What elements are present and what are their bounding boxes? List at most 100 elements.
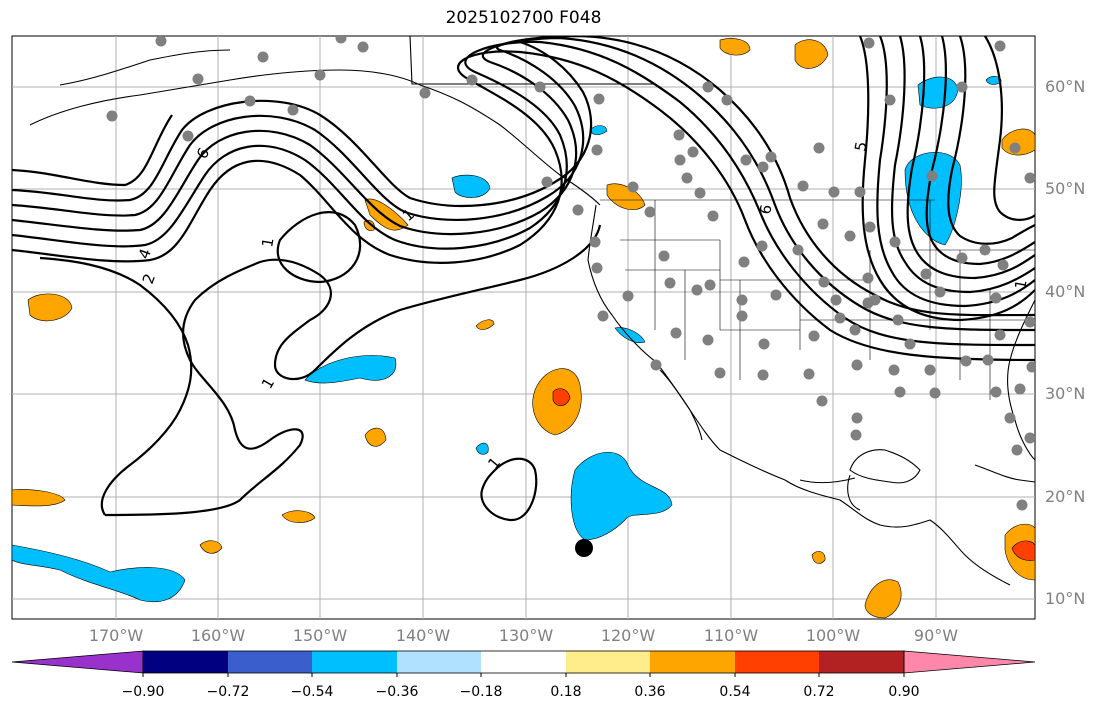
station-dot xyxy=(670,327,682,339)
negative-anomaly-area xyxy=(304,355,397,384)
station-dot xyxy=(851,359,863,371)
station-dot xyxy=(979,244,991,256)
station-dot xyxy=(990,292,1002,304)
lon-label: 90°W xyxy=(913,626,959,645)
station-dot xyxy=(894,386,906,398)
colorbar-tick-label: −0.72 xyxy=(206,684,250,700)
colorbar-segment xyxy=(312,651,397,673)
positive-anomaly-area xyxy=(552,388,571,407)
station-dot xyxy=(994,40,1006,52)
station-dot xyxy=(864,221,876,233)
station-dot xyxy=(1026,361,1035,373)
state-borders xyxy=(600,199,1035,400)
positive-anomaly-area xyxy=(12,489,66,507)
contour-label: 6 xyxy=(756,203,775,216)
station-dot xyxy=(736,310,748,322)
positive-anomaly-area xyxy=(363,220,375,231)
station-dot xyxy=(736,294,748,306)
positive-anomaly-area xyxy=(1011,540,1035,561)
station-dot xyxy=(681,172,693,184)
station-dot xyxy=(357,41,369,53)
positive-anomaly-area xyxy=(281,510,316,523)
station-dot xyxy=(534,81,546,93)
map-frame xyxy=(11,35,1036,620)
station-dot xyxy=(834,312,846,324)
station-dot xyxy=(849,324,861,336)
coastlines xyxy=(29,36,1035,586)
station-dot xyxy=(182,130,194,142)
station-dot xyxy=(892,314,904,326)
contour-label: 5 xyxy=(851,140,870,153)
colorbar-segment xyxy=(397,651,481,673)
lon-label: 140°W xyxy=(395,626,451,645)
station-dot xyxy=(934,286,946,298)
station-dot xyxy=(650,359,662,371)
positive-anomaly-area xyxy=(606,183,646,210)
station-dot xyxy=(956,81,968,93)
lon-label: 170°W xyxy=(88,626,144,645)
lon-label: 100°W xyxy=(805,626,861,645)
station-dot xyxy=(1016,499,1028,511)
positive-anomaly-area xyxy=(864,579,902,619)
colorbar-segment xyxy=(735,651,819,673)
station-dot xyxy=(738,256,750,268)
station-dot xyxy=(687,146,699,158)
map-title: 2025102700 F048 xyxy=(445,8,602,28)
colorbar-tick-label: 0.72 xyxy=(803,684,835,700)
station-dot xyxy=(844,230,856,242)
positive-anomaly-area xyxy=(199,540,223,554)
station-dot xyxy=(929,387,941,399)
station-dot xyxy=(956,252,968,264)
negative-anomaly-area xyxy=(589,125,608,135)
negative-anomaly-area xyxy=(475,442,489,455)
station-dot xyxy=(926,170,938,182)
positive-anomaly-area xyxy=(475,319,495,330)
station-dot xyxy=(541,176,553,188)
station-dot xyxy=(257,51,269,63)
contour-label: 1 xyxy=(1011,278,1030,291)
station-dot xyxy=(884,94,896,106)
station-dot xyxy=(757,369,769,381)
lat-label: 60°N xyxy=(1045,77,1086,96)
positive-anomaly-area xyxy=(811,551,826,564)
station-dot xyxy=(758,338,770,350)
station-dot xyxy=(792,244,804,256)
colorbar-segment xyxy=(819,651,904,673)
lon-label: 120°W xyxy=(600,626,656,645)
station-dot xyxy=(808,330,820,342)
negative-anomaly-area xyxy=(904,152,962,246)
station-dot xyxy=(419,87,431,99)
colorbar-tick-label: 0.36 xyxy=(634,684,666,700)
station-dot xyxy=(904,338,916,350)
lat-label: 40°N xyxy=(1045,282,1086,301)
station-markers xyxy=(106,36,1035,511)
colorbar-tick-label: −0.90 xyxy=(121,684,165,700)
positive-anomaly-area xyxy=(364,198,409,231)
colorbar-tick-label: 0.90 xyxy=(888,684,920,700)
station-dot xyxy=(673,129,685,141)
station-dot xyxy=(889,236,901,248)
station-dot xyxy=(627,181,639,193)
positive-anomaly-area xyxy=(719,38,751,56)
station-dot xyxy=(591,262,603,274)
station-dot xyxy=(704,279,716,291)
station-dot xyxy=(707,210,719,222)
station-dot xyxy=(658,250,670,262)
positive-anomaly-area xyxy=(364,427,387,447)
station-dot xyxy=(714,367,726,379)
station-dot xyxy=(740,154,752,166)
contour-label: 1 xyxy=(258,236,277,249)
station-dot xyxy=(756,240,768,252)
station-dot xyxy=(862,272,874,284)
lat-label: 30°N xyxy=(1045,384,1086,403)
station-dot xyxy=(572,204,584,216)
station-dot xyxy=(702,334,714,346)
station-dot xyxy=(721,94,733,106)
station-dot xyxy=(694,187,706,199)
station-dot xyxy=(920,268,932,280)
station-dot xyxy=(818,276,830,288)
station-dot xyxy=(960,355,972,367)
station-dot xyxy=(997,259,1009,271)
station-dot xyxy=(803,368,815,380)
lat-label: 10°N xyxy=(1045,589,1086,608)
